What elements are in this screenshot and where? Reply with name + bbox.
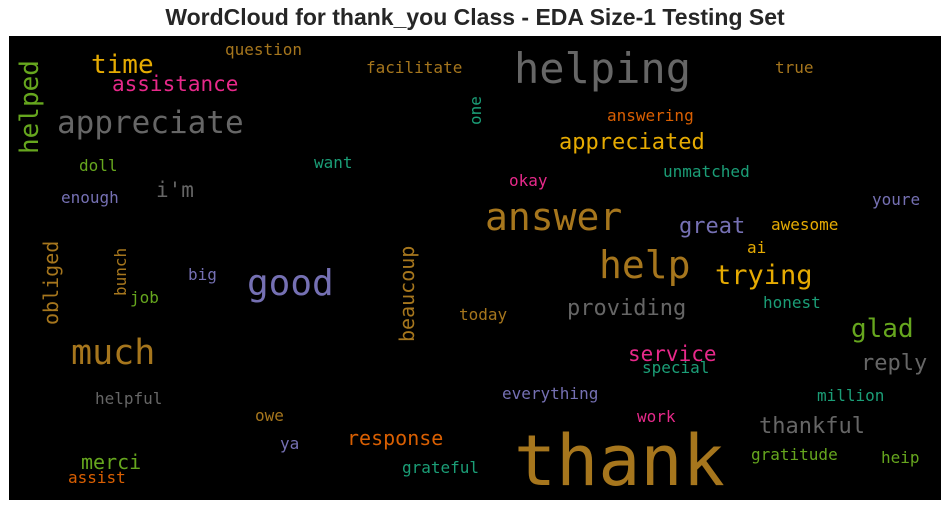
word-gratitude: gratitude [751, 445, 838, 464]
word-trying: trying [715, 260, 813, 291]
chart-title: WordCloud for thank_you Class - EDA Size… [165, 4, 785, 30]
word-work: work [637, 407, 676, 426]
word-assist: assist [68, 468, 126, 487]
word-time: time [91, 50, 154, 80]
word-question: question [225, 40, 303, 59]
word-million: million [817, 386, 885, 405]
word-help: help [599, 243, 691, 287]
word-facilitate: facilitate [366, 58, 463, 77]
word-much: much [71, 333, 156, 373]
word-helped: helped [15, 60, 45, 154]
word-appreciate: appreciate [57, 105, 244, 141]
word-big: big [188, 265, 217, 284]
word-beaucoup: beaucoup [395, 245, 419, 342]
word-today: today [459, 305, 508, 324]
word-ai: ai [747, 238, 767, 257]
word-honest: honest [763, 293, 821, 312]
word-i-m: i'm [156, 178, 194, 202]
word-assistance: assistance [112, 72, 239, 96]
word-youre: youre [872, 190, 921, 209]
word-special: special [642, 358, 710, 377]
word-obliged: obliged [39, 240, 63, 325]
word-okay: okay [509, 171, 548, 190]
word-merci: merci [81, 450, 142, 474]
word-one: one [466, 96, 485, 125]
word-thankful: thankful [759, 414, 865, 439]
word-enough: enough [61, 188, 119, 207]
word-unmatched: unmatched [663, 162, 750, 181]
word-bunch: bunch [111, 247, 130, 296]
word-appreciated: appreciated [559, 130, 705, 155]
word-grateful: grateful [402, 458, 480, 477]
word-owe: owe [255, 406, 284, 425]
word-ya: ya [280, 434, 300, 453]
word-job: job [130, 288, 159, 307]
word-providing: providing [567, 296, 687, 321]
word-want: want [314, 153, 353, 172]
word-helping: helping [514, 44, 692, 93]
word-awesome: awesome [771, 215, 839, 234]
word-heip: heip [881, 448, 920, 467]
wordcloud-canvas: thank helping answer help good much appreciate… [9, 36, 941, 500]
word-reply: reply [861, 351, 928, 376]
word-service: service [628, 342, 717, 366]
word-response: response [347, 426, 444, 450]
word-doll: doll [79, 156, 118, 175]
word-answering: answering [607, 106, 694, 125]
word-true: true [775, 58, 814, 77]
word-glad: glad [851, 314, 914, 344]
word-good: good [247, 263, 334, 304]
word-everything: everything [502, 384, 599, 403]
word-thank: thank [514, 420, 725, 500]
word-great: great [679, 214, 746, 239]
word-helpful: helpful [95, 389, 163, 408]
word-answer: answer [485, 195, 623, 239]
